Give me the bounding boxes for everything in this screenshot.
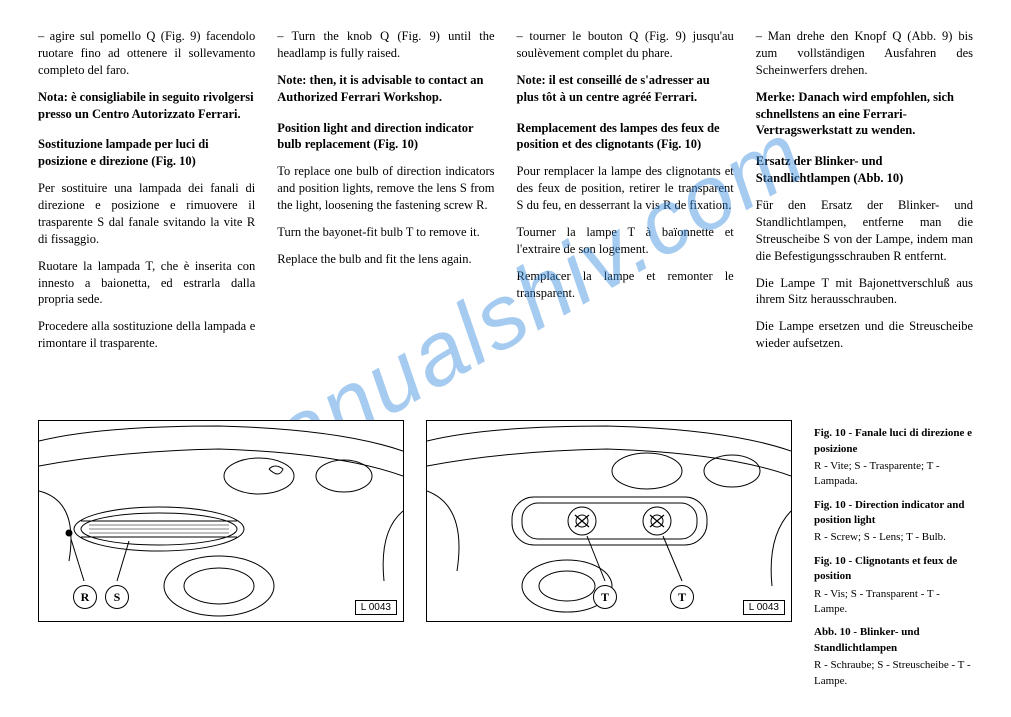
it-p2: Per sostituire una lampada dei fanali di… bbox=[38, 180, 255, 248]
legend-it-title: Fig. 10 - Fanale luci di direzione e pos… bbox=[814, 426, 973, 457]
callout-r: R bbox=[73, 585, 97, 609]
de-p4: Die Lampe ersetzen und die Streuscheibe … bbox=[756, 318, 973, 352]
legend-fr-title: Fig. 10 - Clignotants et feux de positio… bbox=[814, 554, 973, 585]
fr-p1: – tourner le bouton Q (Fig. 9) jusqu'au … bbox=[517, 28, 734, 62]
en-heading: Position light and direction indicator b… bbox=[277, 120, 494, 154]
manual-page: manualshiv.com – agire sul pomello Q (Fi… bbox=[0, 0, 1011, 717]
it-heading: Sostituzione lampade per luci di posizio… bbox=[38, 136, 255, 170]
figure-left-label: L 0043 bbox=[355, 600, 397, 615]
en-p2: To replace one bulb of direction indicat… bbox=[277, 163, 494, 214]
legend-de-title: Abb. 10 - Blinker- und Standlichtlampen bbox=[814, 625, 973, 656]
en-p3: Turn the bayonet-fit bulb T to remove it… bbox=[277, 224, 494, 241]
legend-it-desc: R - Vite; S - Trasparente; T - Lampada. bbox=[814, 459, 973, 490]
fr-p3: Tourner la lampe T à baïonnette et l'ext… bbox=[517, 224, 734, 258]
figure-legend: Fig. 10 - Fanale luci di direzione e pos… bbox=[814, 420, 973, 697]
legend-de-desc: R - Schraube; S - Streuscheibe - T - Lam… bbox=[814, 658, 973, 689]
fr-p2: Pour remplacer la lampe des clignotants … bbox=[517, 163, 734, 214]
fr-p4: Remplacer la lampe et remonter le transp… bbox=[517, 268, 734, 302]
text-columns: – agire sul pomello Q (Fig. 9) facendolo… bbox=[38, 28, 973, 362]
column-italian: – agire sul pomello Q (Fig. 9) facendolo… bbox=[38, 28, 255, 362]
figure-left: R S L 0043 bbox=[38, 420, 404, 622]
de-p2: Für den Ersatz der Blinker- und Standlic… bbox=[756, 197, 973, 265]
figure-row: R S L 0043 bbox=[38, 420, 973, 697]
it-p3: Ruotare la lampada T, che è inserita con… bbox=[38, 258, 255, 309]
it-p1: – agire sul pomello Q (Fig. 9) facendolo… bbox=[38, 28, 255, 79]
en-p4: Replace the bulb and fit the lens again. bbox=[277, 251, 494, 268]
en-p1: – Turn the knob Q (Fig. 9) until the hea… bbox=[277, 28, 494, 62]
column-french: – tourner le bouton Q (Fig. 9) jusqu'au … bbox=[517, 28, 734, 362]
column-german: – Man drehe den Knopf Q (Abb. 9) bis zum… bbox=[756, 28, 973, 362]
fr-note: Note: il est conseillé de s'adresser au … bbox=[517, 72, 734, 106]
figure-right: T T L 0043 bbox=[426, 420, 792, 622]
de-heading: Ersatz der Blinker- und Standlichtlampen… bbox=[756, 153, 973, 187]
figure-right-label: L 0043 bbox=[743, 600, 785, 615]
de-note: Merke: Danach wird empfohlen, sich schne… bbox=[756, 89, 973, 140]
legend-fr-desc: R - Vis; S - Transparent - T - Lampe. bbox=[814, 587, 973, 618]
callout-t2: T bbox=[670, 585, 694, 609]
column-english: – Turn the knob Q (Fig. 9) until the hea… bbox=[277, 28, 494, 362]
fr-heading: Remplacement des lampes des feux de posi… bbox=[517, 120, 734, 154]
legend-en-title: Fig. 10 - Direction indicator and positi… bbox=[814, 498, 973, 529]
callout-s: S bbox=[105, 585, 129, 609]
de-p1: – Man drehe den Knopf Q (Abb. 9) bis zum… bbox=[756, 28, 973, 79]
de-p3: Die Lampe T mit Bajonettverschluß aus ih… bbox=[756, 275, 973, 309]
it-note: Nota: è consigliabile in seguito rivolge… bbox=[38, 89, 255, 123]
callout-t1: T bbox=[593, 585, 617, 609]
en-note: Note: then, it is advisable to contact a… bbox=[277, 72, 494, 106]
it-p4: Procedere alla sostituzione della lampad… bbox=[38, 318, 255, 352]
legend-en-desc: R - Screw; S - Lens; T - Bulb. bbox=[814, 530, 973, 545]
